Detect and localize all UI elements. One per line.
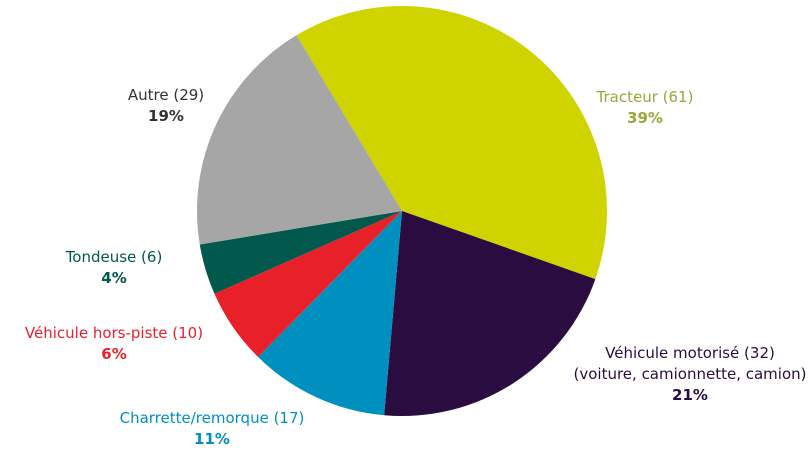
label-line: Autre (29) (128, 86, 204, 104)
slice-percent: 4% (101, 269, 126, 287)
label-line: Véhicule hors-piste (10) (25, 324, 203, 342)
label-line: (voiture, camionnette, camion) (574, 365, 807, 383)
slice-percent: 39% (627, 109, 663, 127)
pie-slice (214, 211, 402, 357)
slice-label: Tracteur (61) (596, 88, 694, 106)
slice-percent: 21% (672, 386, 708, 404)
pie-slice (296, 5, 607, 280)
slice-percent: 19% (148, 107, 184, 125)
label-line: Tondeuse (6) (65, 248, 163, 266)
pie-slice (196, 35, 402, 245)
slice-label: Charrette/remorque (17) (120, 409, 305, 427)
slice-label: Tondeuse (6) (65, 248, 163, 266)
label-line: Charrette/remorque (17) (120, 409, 305, 427)
slice-label: Autre (29) (128, 86, 204, 104)
pie-slice (384, 211, 596, 416)
slice-label: Véhicule hors-piste (10) (25, 324, 203, 342)
slice-percent: 6% (101, 345, 126, 363)
pie-slice (258, 211, 402, 416)
slice-percent: 11% (194, 430, 230, 448)
pie-slice (199, 211, 402, 294)
label-line: Tracteur (61) (596, 88, 694, 106)
slice-label: Véhicule motorisé (32) (voiture, camionne… (574, 344, 807, 383)
label-line: Véhicule motorisé (32) (605, 344, 775, 362)
